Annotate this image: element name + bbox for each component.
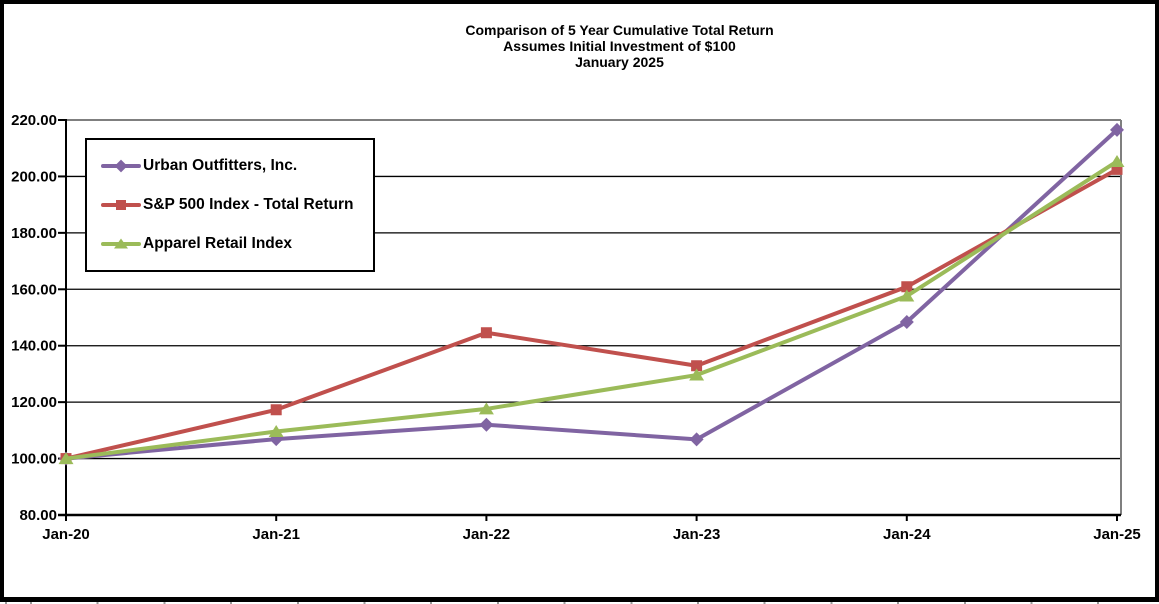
square-marker-icon <box>116 199 126 210</box>
chart-title-line-3: January 2025 <box>575 54 664 70</box>
y-axis-label: 200.00 <box>11 168 57 185</box>
y-axis-label: 180.00 <box>11 225 57 242</box>
y-axis-label: 140.00 <box>11 338 57 355</box>
diamond-marker-icon <box>114 159 128 173</box>
y-axis-label: 120.00 <box>11 394 57 411</box>
marker-triangle <box>689 368 705 381</box>
chart-title: Comparison of 5 Year Cumulative Total Re… <box>84 22 1155 70</box>
legend-entry-sp500: S&P 500 Index - Total Return <box>101 196 373 214</box>
x-axis-label: Jan-23 <box>673 526 721 543</box>
marker-triangle <box>58 452 74 465</box>
y-axis-label: 80.00 <box>19 507 57 524</box>
legend-marker-square-icon <box>101 198 141 212</box>
marker-diamond <box>689 432 704 447</box>
x-axis-label: Jan-21 <box>252 526 300 543</box>
marker-square <box>901 281 913 293</box>
marker-square <box>270 404 282 416</box>
page-border-left <box>0 0 4 604</box>
x-axis-label: Jan-24 <box>883 526 931 543</box>
legend-label: Apparel Retail Index <box>143 235 293 253</box>
marker-triangle <box>899 289 915 302</box>
marker-square <box>480 327 492 339</box>
marker-triangle <box>478 402 494 415</box>
x-axis-label: Jan-22 <box>463 526 511 543</box>
x-axis-label: Jan-25 <box>1093 526 1141 543</box>
page-border-top <box>0 0 1159 4</box>
chart-title-line-2: Assumes Initial Investment of $100 <box>503 38 736 54</box>
chart-title-line-1: Comparison of 5 Year Cumulative Total Re… <box>465 22 774 38</box>
legend-entry-urban-outfitters: Urban Outfitters, Inc. <box>101 157 373 175</box>
legend-marker-triangle-icon <box>101 237 141 251</box>
marker-diamond <box>899 315 914 330</box>
series-line-triangle <box>64 159 1119 461</box>
triangle-marker-icon <box>114 238 128 249</box>
y-axis-label: 160.00 <box>11 281 57 298</box>
marker-diamond <box>1110 122 1124 137</box>
column-tick-strip <box>0 602 1159 604</box>
y-axis-label: 100.00 <box>11 451 57 468</box>
page-border-bottom <box>0 597 1159 602</box>
legend-label: S&P 500 Index - Total Return <box>143 195 354 213</box>
marker-triangle <box>1109 154 1125 167</box>
legend-box: Urban Outfitters, Inc. S&P 500 Index - T… <box>85 138 375 272</box>
legend-marker-diamond-icon <box>101 159 141 173</box>
x-axis-label: Jan-20 <box>42 526 90 543</box>
y-axis-label: 220.00 <box>11 112 57 129</box>
marker-triangle <box>268 424 284 437</box>
marker-diamond <box>479 417 494 432</box>
marker-square <box>1111 163 1123 175</box>
series-line-square <box>64 167 1119 461</box>
page-border-right <box>1155 0 1159 604</box>
series-line-diamond <box>64 127 1119 461</box>
legend-label: Urban Outfitters, Inc. <box>143 156 298 174</box>
marker-square <box>691 360 703 372</box>
legend-entry-apparel-retail: Apparel Retail Index <box>101 235 373 253</box>
